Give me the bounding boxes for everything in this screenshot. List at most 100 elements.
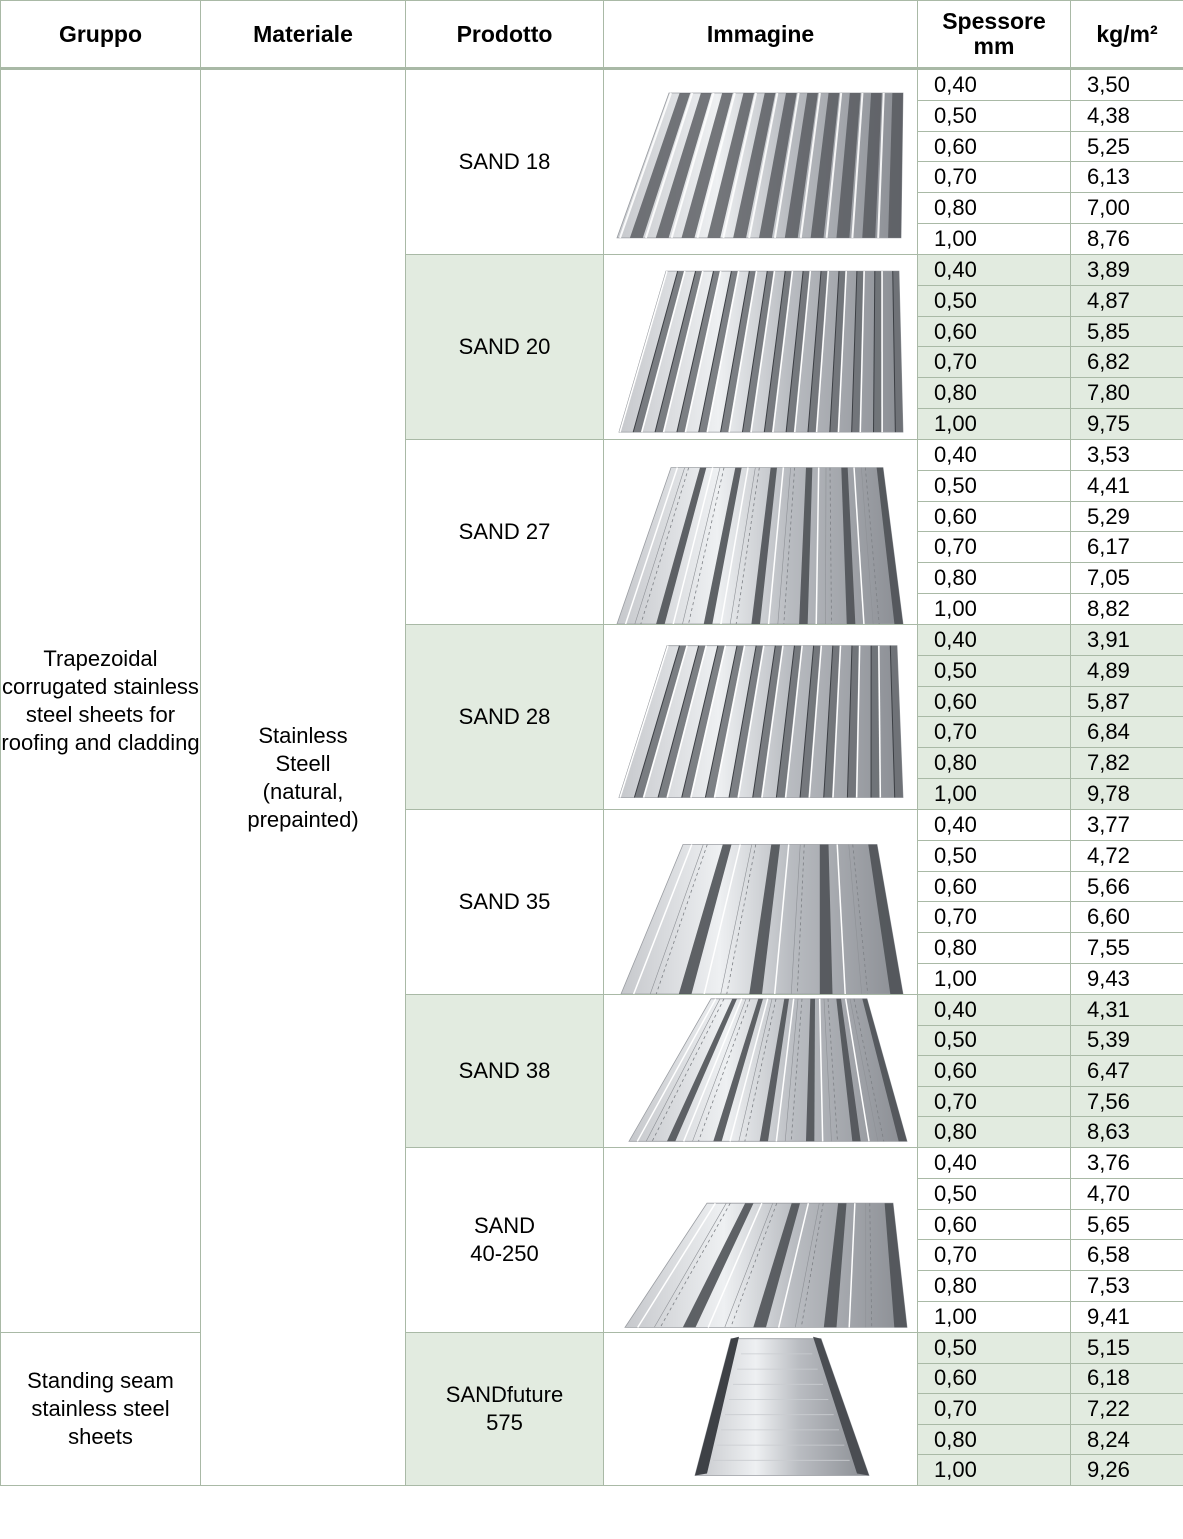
table-row: Trapezoidal corrugated stainless steel s… — [0, 68, 1183, 1486]
header-materiale: Materiale — [200, 0, 406, 70]
weight-cell: 3,50 — [1070, 68, 1183, 101]
table-body: Trapezoidal corrugated stainless steel s… — [0, 68, 1183, 1486]
table-row: 0,50 4,72 — [1, 839, 1183, 872]
product-name: SANDfuture — [445, 1382, 564, 1407]
table-row: 0,60 5,85 — [1, 315, 1183, 348]
sheet-svg — [615, 92, 903, 239]
weight-cell: 8,82 — [1070, 593, 1183, 625]
product-cell: SANDfuture 575 — [405, 1332, 604, 1486]
weight-cell: 4,87 — [1070, 284, 1183, 317]
table-row: 0,80 7,80 — [1, 377, 1183, 410]
product-cell: SAND 35 — [405, 809, 604, 995]
product-table: Gruppo Materiale Prodotto Immagine Spess… — [0, 0, 1183, 1486]
weight-cell: 5,29 — [1070, 500, 1183, 533]
thickness-cell: 0,50 — [917, 99, 1071, 132]
weight-cell: 8,63 — [1070, 1116, 1183, 1148]
header-prodotto: Prodotto — [405, 0, 604, 70]
trapezoidal-sheet-image — [603, 809, 918, 995]
thickness-cell: 0,60 — [917, 870, 1071, 903]
table-row: SAND 35 0,40 3,77 — [1, 809, 1183, 995]
table-row: 0,70 7,22 — [1, 1393, 1183, 1425]
table-row: 0,50 4,89 — [1, 654, 1183, 687]
product-name: SAND 28 — [458, 704, 551, 729]
header-gruppo: Gruppo — [0, 0, 201, 70]
thickness-cell: 1,00 — [917, 408, 1071, 440]
product-cell: SAND 18 — [405, 68, 604, 255]
weight-cell: 3,89 — [1070, 254, 1183, 286]
thickness-cell: 1,00 — [917, 593, 1071, 625]
weight-cell: 5,65 — [1070, 1208, 1183, 1241]
corrugated-sheet-image — [603, 68, 918, 255]
header-spessore-line2: mm — [973, 33, 1015, 59]
sheet-svg — [693, 1336, 870, 1476]
thickness-cell: 0,50 — [917, 1332, 1071, 1364]
weight-cell: 3,91 — [1070, 624, 1183, 656]
weight-cell: 5,25 — [1070, 130, 1183, 163]
table-row: 0,70 6,13 — [1, 161, 1183, 194]
thickness-cell: 0,40 — [917, 624, 1071, 656]
product-name: SAND 27 — [458, 519, 551, 544]
group-cell-standing-seam: Standing seam stainless steel sheets — [0, 1332, 201, 1486]
table-row: SAND 28 0,40 3,91 — [1, 624, 1183, 810]
weight-cell: 6,82 — [1070, 346, 1183, 379]
trapezoidal-sheet-image — [603, 624, 918, 810]
product-name-line2: 575 — [486, 1410, 523, 1435]
table-row: 0,60 5,66 — [1, 870, 1183, 903]
material-label-line3: (natural, — [262, 778, 344, 804]
sheet-svg — [617, 645, 903, 798]
product-name: SAND 18 — [458, 149, 551, 174]
thickness-cell: 0,40 — [917, 994, 1071, 1026]
weight-cell: 6,84 — [1070, 716, 1183, 749]
thickness-cell: 1,00 — [917, 223, 1071, 255]
sheet-svg — [627, 998, 908, 1142]
table-row: 0,60 6,47 — [1, 1055, 1183, 1087]
weight-cell: 5,87 — [1070, 685, 1183, 718]
trapezoidal-sheet-image — [603, 254, 918, 440]
weight-cell: 3,53 — [1070, 439, 1183, 471]
product-name: SAND 35 — [458, 889, 551, 914]
thickness-cell: 0,60 — [917, 1055, 1071, 1087]
table-row: SAND 27 0,40 3,53 — [1, 439, 1183, 625]
thickness-cell: 1,00 — [917, 963, 1071, 995]
weight-cell: 4,70 — [1070, 1177, 1183, 1210]
thickness-cell: 0,50 — [917, 469, 1071, 502]
thickness-cell: 0,80 — [917, 1270, 1071, 1303]
sheet-svg — [617, 270, 903, 433]
weight-cell: 7,56 — [1070, 1085, 1183, 1118]
weight-cell: 9,26 — [1070, 1454, 1183, 1486]
group-label: Standing seam stainless steel sheets — [27, 1368, 174, 1449]
product-cell: SAND 38 — [405, 994, 604, 1148]
weight-cell: 7,53 — [1070, 1270, 1183, 1303]
thickness-cell: 1,00 — [917, 1454, 1071, 1486]
table-row: 0,50 4,87 — [1, 284, 1183, 317]
weight-cell: 5,39 — [1070, 1024, 1183, 1057]
group-cell-trapezoidal: Trapezoidal corrugated stainless steel s… — [0, 68, 201, 1333]
weight-cell: 4,72 — [1070, 839, 1183, 872]
weight-cell: 7,80 — [1070, 377, 1183, 410]
weight-cell: 7,22 — [1070, 1393, 1183, 1425]
thickness-cell: 0,60 — [917, 500, 1071, 533]
table-row: 1,00 9,41 — [1, 1301, 1183, 1333]
thickness-cell: 0,80 — [917, 747, 1071, 780]
thickness-cell: 0,70 — [917, 346, 1071, 379]
table-row: 0,50 5,39 — [1, 1024, 1183, 1057]
thickness-cell: 0,80 — [917, 1423, 1071, 1456]
weight-cell: 4,31 — [1070, 994, 1183, 1026]
thickness-cell: 0,50 — [917, 284, 1071, 317]
material-label-line2: Steell — [275, 750, 331, 776]
thickness-cell: 0,70 — [917, 901, 1071, 934]
thickness-cell: 0,60 — [917, 315, 1071, 348]
thickness-cell: 1,00 — [917, 1301, 1071, 1333]
table-row: 0,50 4,41 — [1, 469, 1183, 502]
header-kg: kg/m² — [1070, 0, 1183, 70]
standing-seam-sheet-image — [603, 1332, 918, 1486]
table-row: 0,70 7,56 — [1, 1085, 1183, 1118]
thickness-cell: 0,50 — [917, 654, 1071, 687]
table-row: 0,80 7,53 — [1, 1270, 1183, 1303]
product-cell: SAND 20 — [405, 254, 604, 440]
table-row: SAND 20 0,40 3,89 — [1, 254, 1183, 440]
thickness-cell: 0,60 — [917, 1362, 1071, 1395]
product-cell: SAND 27 — [405, 439, 604, 625]
weight-cell: 6,17 — [1070, 531, 1183, 564]
table-row: 0,70 6,82 — [1, 346, 1183, 379]
